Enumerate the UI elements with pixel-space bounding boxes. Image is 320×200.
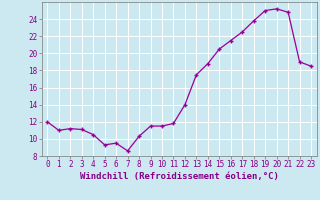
X-axis label: Windchill (Refroidissement éolien,°C): Windchill (Refroidissement éolien,°C)	[80, 172, 279, 181]
